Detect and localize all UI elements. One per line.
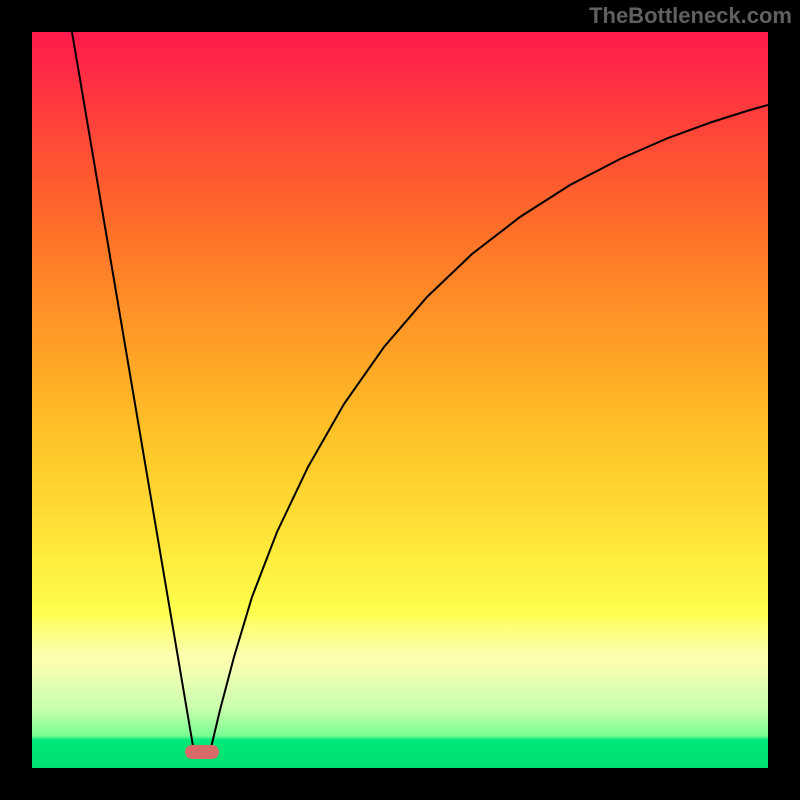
chart-container: TheBottleneck.com <box>0 0 800 800</box>
bottleneck-marker <box>185 745 219 759</box>
plot-area <box>32 32 768 768</box>
plot-svg <box>32 32 768 768</box>
watermark-text: TheBottleneck.com <box>589 3 792 29</box>
